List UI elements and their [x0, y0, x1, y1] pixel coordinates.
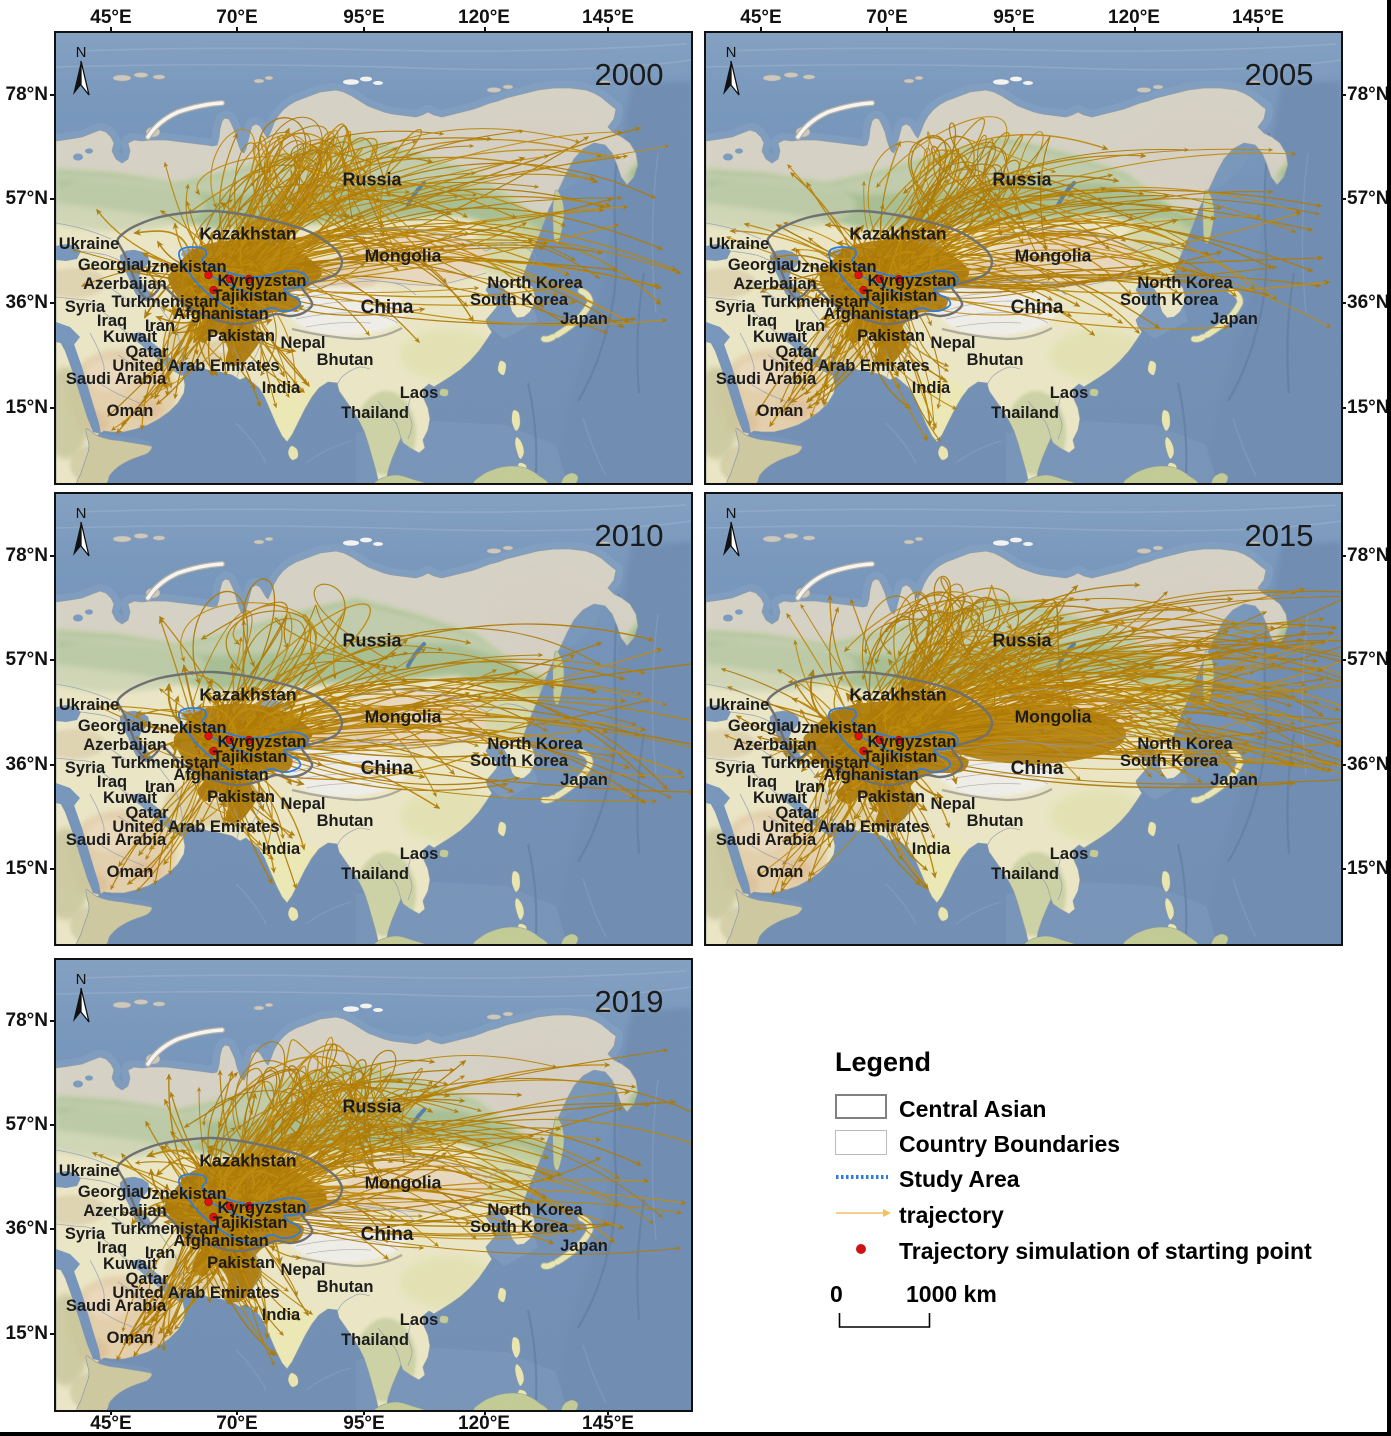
svg-text:2010: 2010 [595, 518, 664, 553]
svg-text:N: N [76, 44, 87, 61]
svg-text:2015: 2015 [1245, 518, 1314, 553]
svg-text:N: N [76, 505, 87, 522]
svg-text:N: N [76, 971, 87, 988]
svg-text:2005: 2005 [1245, 57, 1314, 92]
svg-text:2000: 2000 [595, 57, 664, 92]
svg-text:N: N [726, 505, 737, 522]
svg-text:N: N [726, 44, 737, 61]
svg-text:2019: 2019 [595, 984, 664, 1019]
